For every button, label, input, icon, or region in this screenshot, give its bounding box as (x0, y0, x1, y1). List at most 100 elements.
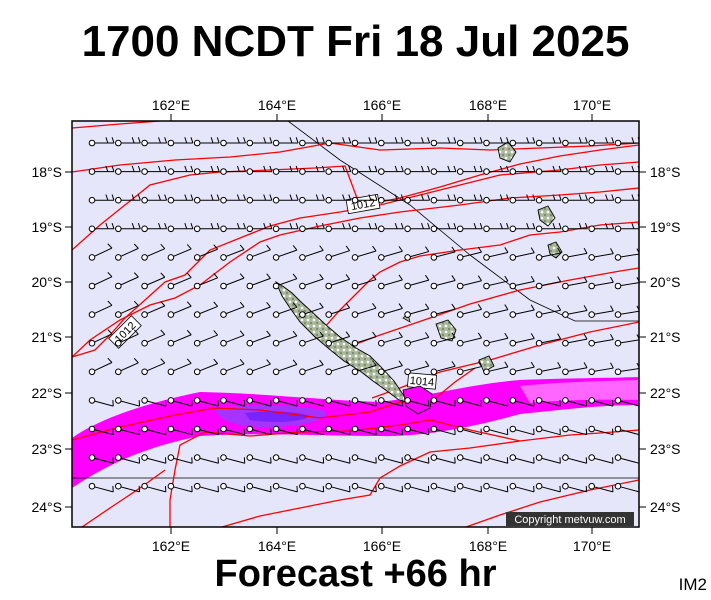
wind-barb (141, 272, 166, 290)
lat-label-left-23: 23°S (31, 441, 62, 457)
wind-barb (220, 165, 246, 175)
wind-barb (115, 454, 141, 464)
wind-barb (404, 165, 431, 175)
wind-barb (272, 330, 298, 347)
wind-barb (456, 397, 482, 407)
wind-barb (325, 359, 351, 376)
wind-barb (88, 357, 113, 376)
lat-label-left-21: 21°S (31, 329, 62, 345)
wind-barb (483, 247, 509, 261)
wind-barb (509, 482, 535, 493)
wind-barb (456, 332, 482, 347)
wind-barb (167, 165, 194, 175)
wind-barbs (88, 137, 639, 493)
wind-barb (562, 425, 588, 436)
wind-barb (167, 301, 192, 318)
wind-barb (351, 397, 377, 407)
wind-barb (167, 272, 192, 290)
wind-barb (483, 397, 509, 407)
wind-barb (509, 454, 535, 464)
lat-label-left-24: 24°S (31, 499, 62, 515)
wind-barb (220, 137, 246, 147)
wind-barb (483, 194, 509, 204)
wind-barb (378, 246, 403, 261)
wind-barb (588, 165, 615, 175)
wind-barb (483, 454, 509, 464)
wind-barb (351, 165, 378, 175)
wind-barb (509, 165, 536, 175)
wind-barb (167, 358, 192, 376)
wind-barb (404, 425, 430, 436)
copyright-box (506, 512, 634, 526)
island-aneityum (547, 241, 563, 259)
wind-barb (325, 245, 351, 261)
wind-barb (193, 397, 219, 407)
wind-barb (220, 273, 245, 290)
wind-barb (246, 454, 272, 464)
wind-barb (351, 331, 377, 347)
wind-barb (115, 358, 139, 376)
wind-barb (167, 137, 194, 147)
wind-barb (535, 247, 562, 261)
wind-barb (272, 222, 299, 233)
wind-barb (88, 454, 114, 464)
wind-barb (509, 397, 535, 407)
wind-barb (325, 137, 352, 147)
ocean-background (72, 121, 639, 527)
wind-barb (299, 245, 324, 261)
wind-barb (272, 302, 298, 318)
wind-barb (88, 482, 114, 493)
lon-label-top-168: 168°E (469, 97, 507, 113)
wind-barb (456, 454, 482, 464)
wind-barb (115, 243, 139, 261)
wind-barb (588, 222, 615, 233)
lat-label-right-22: 22°S (650, 385, 681, 401)
wind-barb (167, 482, 193, 493)
wind-barb (141, 222, 168, 233)
wind-barb (351, 454, 377, 464)
wind-barb (167, 244, 192, 261)
wind-barb (588, 248, 614, 261)
wind-barb (562, 165, 588, 175)
wind-barb (430, 194, 457, 204)
wind-barb (378, 397, 404, 407)
wind-barb (272, 194, 299, 204)
wind-barb (430, 137, 457, 147)
wind-barb (193, 137, 220, 147)
wind-barb (535, 222, 562, 233)
wind-barb (299, 454, 325, 464)
lat-label-right-19: 19°S (650, 219, 681, 235)
wind-barb (246, 165, 273, 175)
wind-barb (325, 165, 352, 175)
wind-barb (220, 358, 245, 376)
wind-barb (88, 243, 113, 261)
wind-barb (378, 425, 404, 436)
wind-barb (88, 165, 115, 175)
wind-barb (141, 329, 166, 347)
wind-barb (456, 425, 482, 436)
wind-barb (378, 482, 404, 493)
wind-barb (141, 358, 166, 376)
wind-barb (378, 137, 404, 147)
isobars (72, 121, 639, 527)
wind-barb (456, 165, 483, 175)
wind-barb (509, 137, 536, 147)
wind-barb (246, 194, 273, 204)
wind-barb (404, 274, 430, 290)
wind-barb (193, 244, 219, 261)
wind-barb (246, 359, 271, 376)
map-title: 1700 NCDT Fri 18 Jul 2025 (81, 17, 630, 66)
wind-barb (88, 272, 113, 290)
wind-barb (325, 331, 351, 347)
wind-barb (299, 194, 325, 204)
wind-barb (430, 332, 456, 347)
wind-barb (299, 273, 324, 290)
wind-barb (404, 360, 430, 376)
wind-barb (272, 137, 299, 147)
wind-barb (535, 304, 562, 318)
lon-label-top-164: 164°E (258, 97, 296, 113)
wind-barb (456, 246, 482, 261)
wind-barb (351, 137, 378, 147)
wind-barb (351, 482, 377, 493)
